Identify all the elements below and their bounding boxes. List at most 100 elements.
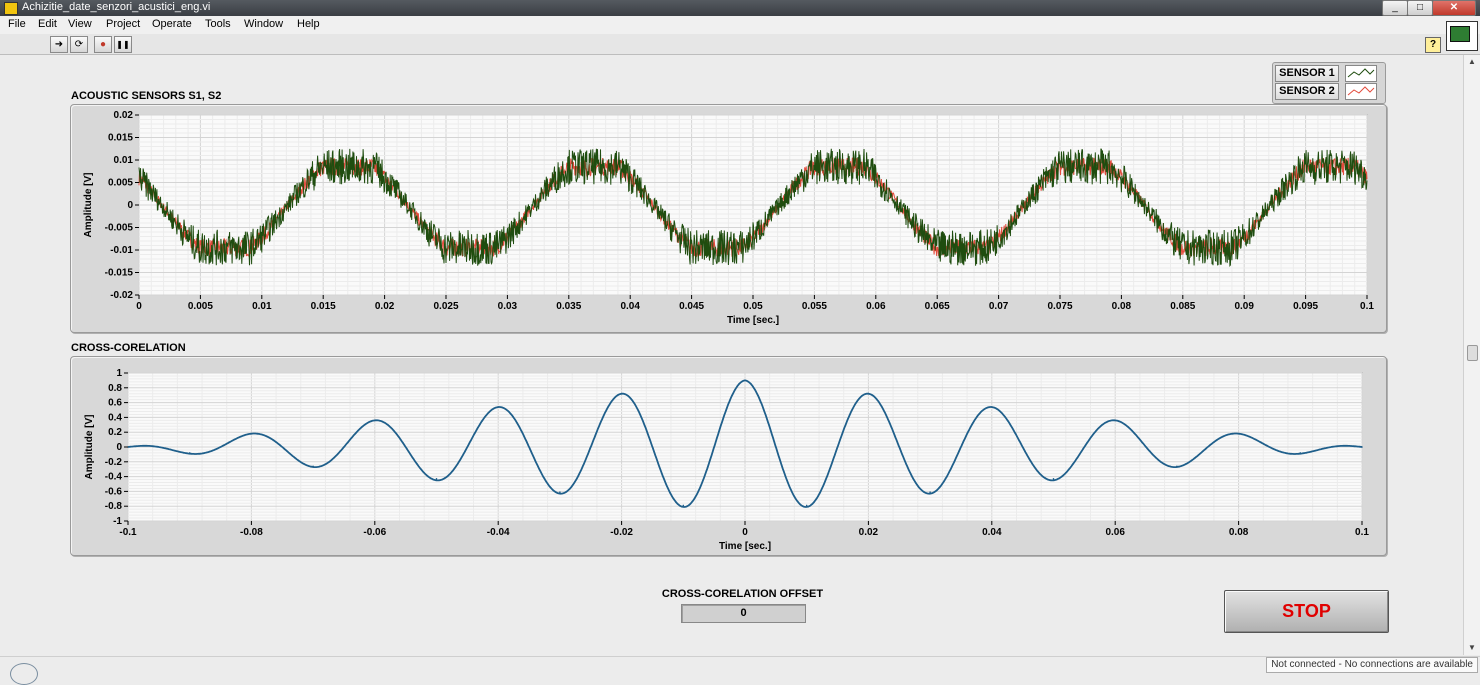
labview-app-icon bbox=[4, 2, 18, 15]
x-tick-label: 0.09 bbox=[1234, 301, 1254, 312]
maximize-button[interactable]: □ bbox=[1407, 0, 1433, 16]
y-tick-label: 0 bbox=[127, 200, 133, 211]
y-tick-label: -0.015 bbox=[105, 268, 134, 279]
x-tick-label: 0.065 bbox=[925, 301, 950, 312]
status-bar: Not connected - No connections are avail… bbox=[0, 656, 1480, 685]
x-tick-label: -0.06 bbox=[363, 527, 386, 538]
minimize-button[interactable]: _ bbox=[1382, 0, 1408, 16]
scrollbar-thumb[interactable] bbox=[1467, 345, 1478, 361]
run-continuously-icon[interactable]: ⟳ bbox=[70, 36, 88, 53]
crosscorr-extremum-point bbox=[682, 504, 685, 507]
x-tick-label: 0.04 bbox=[982, 527, 1002, 538]
legend-label: SENSOR 1 bbox=[1275, 65, 1339, 82]
menu-project[interactable]: Project bbox=[106, 18, 141, 30]
crosscorr-extremum-point bbox=[559, 491, 561, 493]
crosscorr-extremum-point bbox=[744, 379, 746, 382]
x-tick-label: 0.08 bbox=[1229, 527, 1249, 538]
crosscorr-extremum-point bbox=[1114, 419, 1116, 422]
x-tick-label: 0.06 bbox=[1105, 527, 1125, 538]
y-tick-label: -0.2 bbox=[105, 457, 123, 468]
y-tick-label: -0.6 bbox=[105, 486, 123, 497]
crosscorr-extremum-point bbox=[250, 432, 253, 435]
crosscorr-extremum-point bbox=[188, 452, 191, 454]
crosscorr-chart-frame: -0.1 -0.08 -0.06 -0.04 -0.02 0 0.02 0.04 0.06 0.0… bbox=[70, 356, 1387, 556]
x-tick-label: 0.075 bbox=[1047, 301, 1072, 312]
crosscorr-extremum-point bbox=[497, 406, 500, 408]
sensors-chart[interactable]: 0 0.005 0.01 0.015 0.02 0.025 0.03 0.035 0.04 0.0… bbox=[71, 105, 1386, 332]
toolbar: ➜ ⟳ ● ❚❚ ? bbox=[0, 34, 1480, 55]
y-tick-label: -1 bbox=[113, 516, 122, 527]
legend-label: SENSOR 2 bbox=[1275, 83, 1339, 100]
crosscorr-extremum-point bbox=[1361, 446, 1363, 448]
stop-button[interactable]: STOP bbox=[1224, 590, 1389, 633]
close-button[interactable]: ✕ bbox=[1432, 0, 1476, 16]
pause-icon[interactable]: ❚❚ bbox=[114, 36, 132, 53]
x-axis-label: Time [sec.] bbox=[727, 315, 779, 326]
x-tick-label: 0.07 bbox=[989, 301, 1009, 312]
x-tick-label: -0.1 bbox=[119, 527, 137, 538]
x-axis-label: Time [sec.] bbox=[719, 541, 771, 552]
x-tick-label: 0.025 bbox=[433, 301, 458, 312]
legend-line-icon bbox=[1345, 65, 1377, 82]
y-axis-label: Amplitude [V] bbox=[84, 415, 95, 480]
crosscorr-chart-title: CROSS-CORELATION bbox=[71, 342, 186, 354]
y-tick-label: -0.005 bbox=[105, 223, 134, 234]
vertical-scrollbar[interactable]: ▲ ▼ bbox=[1463, 55, 1480, 655]
crosscorr-extremum-point bbox=[805, 504, 808, 507]
menu-tools[interactable]: Tools bbox=[205, 18, 231, 30]
y-tick-label: 0.02 bbox=[114, 110, 134, 121]
legend-entry-sensor2[interactable]: SENSOR 2 bbox=[1275, 83, 1383, 100]
vi-connector-icon bbox=[1446, 21, 1478, 51]
x-tick-label: 0.055 bbox=[802, 301, 827, 312]
crosscorr-extremum-point bbox=[374, 419, 376, 422]
x-tick-label: 0.005 bbox=[188, 301, 213, 312]
crosscorr-extremum-point bbox=[312, 465, 314, 468]
menu-help[interactable]: Help bbox=[297, 18, 320, 30]
x-tick-label: 0.02 bbox=[859, 527, 879, 538]
x-tick-label: 0 bbox=[136, 301, 142, 312]
x-tick-label: 0.015 bbox=[311, 301, 336, 312]
scroll-up-icon[interactable]: ▲ bbox=[1468, 57, 1476, 66]
plot-legend[interactable]: SENSOR 1 SENSOR 2 bbox=[1272, 62, 1386, 104]
menu-edit[interactable]: Edit bbox=[38, 18, 57, 30]
scroll-down-icon[interactable]: ▼ bbox=[1468, 643, 1476, 652]
crosscorr-extremum-point bbox=[867, 392, 870, 395]
menu-operate[interactable]: Operate bbox=[152, 18, 192, 30]
x-tick-label: 0.06 bbox=[866, 301, 886, 312]
x-tick-label: 0.04 bbox=[620, 301, 640, 312]
context-help-icon[interactable]: ? bbox=[1425, 37, 1441, 53]
legend-entry-sensor1[interactable]: SENSOR 1 bbox=[1275, 65, 1383, 82]
offset-label: CROSS-CORELATION OFFSET bbox=[661, 588, 824, 600]
sensors-chart-frame: 0 0.005 0.01 0.015 0.02 0.025 0.03 0.035 0.04 0.0… bbox=[70, 104, 1387, 333]
x-tick-label: 0.1 bbox=[1355, 527, 1369, 538]
y-axis-label: Amplitude [V] bbox=[83, 173, 94, 238]
x-tick-label: 0.02 bbox=[375, 301, 395, 312]
y-tick-label: 0.4 bbox=[108, 412, 122, 423]
crosscorr-extremum-point bbox=[1176, 465, 1178, 468]
y-tick-label: 0 bbox=[116, 442, 122, 453]
y-tick-label: -0.8 bbox=[105, 501, 123, 512]
crosscorr-chart[interactable]: -0.1 -0.08 -0.06 -0.04 -0.02 0 0.02 0.04 0.06 0.0… bbox=[71, 357, 1386, 555]
crosscorr-extremum-point bbox=[929, 491, 931, 493]
crosscorr-extremum-point bbox=[435, 478, 438, 480]
series-line-1 bbox=[138, 148, 1368, 268]
offset-indicator: 0 bbox=[681, 604, 806, 623]
crosscorr-extremum-point bbox=[620, 392, 623, 395]
window-title: Achizitie_date_senzori_acustici_eng.vi bbox=[22, 1, 211, 13]
menu-view[interactable]: View bbox=[68, 18, 92, 30]
y-tick-label: 0.005 bbox=[108, 178, 133, 189]
x-tick-label: 0 bbox=[742, 527, 748, 538]
y-tick-label: -0.01 bbox=[110, 245, 133, 256]
menu-file[interactable]: File bbox=[8, 18, 26, 30]
x-tick-label: 0.095 bbox=[1293, 301, 1318, 312]
x-tick-label: 0.03 bbox=[498, 301, 518, 312]
menu-window[interactable]: Window bbox=[244, 18, 284, 30]
x-tick-label: 0.035 bbox=[556, 301, 581, 312]
x-tick-label: 0.08 bbox=[1112, 301, 1132, 312]
abort-execution-icon[interactable]: ● bbox=[94, 36, 112, 53]
x-tick-label: 0.05 bbox=[743, 301, 763, 312]
run-arrow-icon[interactable]: ➜ bbox=[50, 36, 68, 53]
y-tick-label: -0.4 bbox=[105, 472, 123, 483]
x-tick-label: 0.085 bbox=[1170, 301, 1195, 312]
y-tick-label: 1 bbox=[116, 368, 122, 379]
